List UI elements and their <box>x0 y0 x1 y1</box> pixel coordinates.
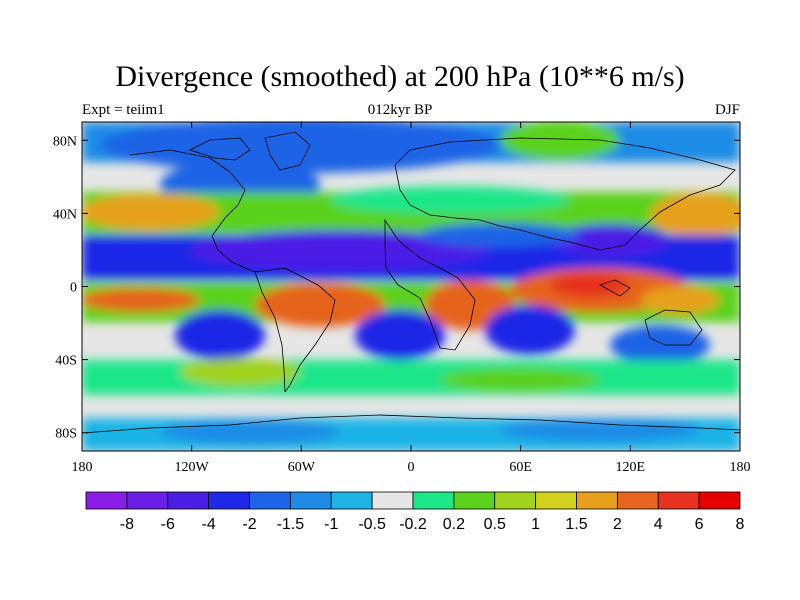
longitude-axis: 180 120W 60W 0 60E 120E 180 <box>72 122 751 475</box>
colorbar-swatch <box>330 491 373 510</box>
colorbar: -8 -6 -4 -2 -1.5 -1 -0.5 -0.2 0.2 0.5 1 1.5 2 4 6 8 <box>85 491 745 533</box>
lon-tick-label: 0 <box>408 460 415 475</box>
colorbar-swatch <box>657 491 700 510</box>
colorbar-label: -0.2 <box>399 516 427 533</box>
colorbar-label: -6 <box>161 516 175 533</box>
colorbar-label: 4 <box>654 516 663 533</box>
colorbar-swatch <box>289 491 332 510</box>
colorbar-swatch <box>698 491 741 510</box>
colorbar-swatch <box>412 491 455 510</box>
colorbar-label: 1 <box>531 516 540 533</box>
colorbar-swatch <box>616 491 659 510</box>
colorbar-label: -1.5 <box>277 516 305 533</box>
season-label: DJF <box>714 102 740 118</box>
experiment-label: Expt = teiim1 <box>82 102 165 118</box>
map-title: Divergence (smoothed) at 200 hPa (10**6 … <box>115 60 685 93</box>
latitude-axis: 80N 40N 0 40S 80S <box>53 134 740 442</box>
colorbar-swatch <box>371 491 414 510</box>
colorbar-label: 6 <box>695 516 704 533</box>
period-label: 012kyr BP <box>367 102 433 118</box>
colorbar-label: -0.5 <box>358 516 386 533</box>
lon-tick-label: 120E <box>616 460 646 475</box>
lat-tick-label: 40N <box>53 207 77 222</box>
colorbar-label: -2 <box>242 516 256 533</box>
lat-tick-label: 80N <box>53 134 77 149</box>
colorbar-label: 0.5 <box>484 516 506 533</box>
lon-tick-label: 120W <box>175 460 210 475</box>
colorbar-swatch <box>453 491 496 510</box>
colorbar-swatch <box>576 491 618 510</box>
colorbar-swatch <box>208 491 250 510</box>
colorbar-label: -1 <box>324 516 338 533</box>
colorbar-label: -8 <box>120 516 134 533</box>
colorbar-label: 8 <box>736 516 745 533</box>
colorbar-swatch <box>85 491 128 510</box>
lat-tick-label: 80S <box>55 427 77 442</box>
divergence-field <box>82 122 740 451</box>
colorbar-label: 0.2 <box>443 516 465 533</box>
colorbar-swatch <box>535 491 577 510</box>
lon-tick-label: 180 <box>730 460 751 475</box>
colorbar-swatch <box>494 491 537 510</box>
colorbar-swatch <box>167 491 210 510</box>
colorbar-label: 2 <box>613 516 622 533</box>
colorbar-swatch <box>249 491 291 510</box>
lon-tick-label: 180 <box>72 460 93 475</box>
colorbar-swatch <box>126 491 169 510</box>
lat-tick-label: 0 <box>70 281 77 296</box>
colorbar-label: 1.5 <box>565 516 587 533</box>
lon-tick-label: 60W <box>288 460 316 475</box>
lon-tick-label: 60E <box>509 460 532 475</box>
coastlines <box>82 131 740 434</box>
lat-tick-label: 40S <box>55 354 77 369</box>
colorbar-label: -4 <box>202 516 216 533</box>
